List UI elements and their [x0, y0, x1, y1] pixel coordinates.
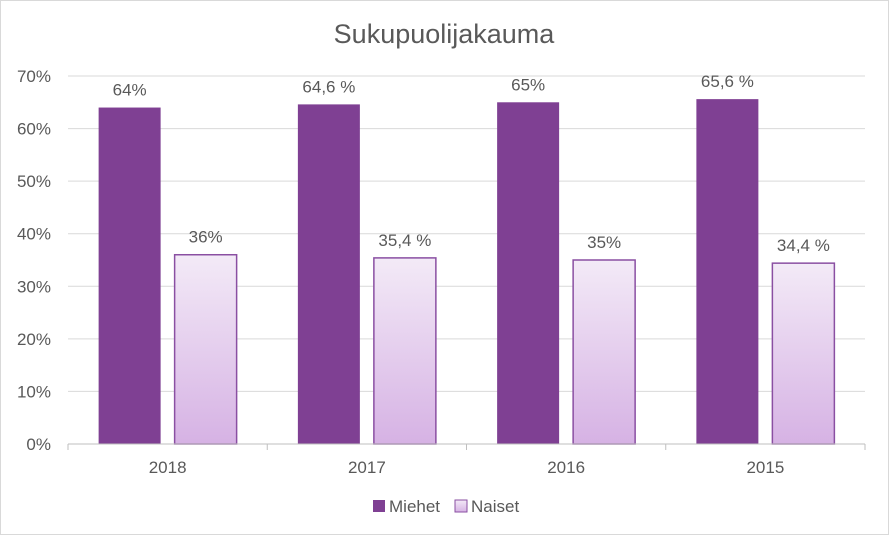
- data-label: 64%: [113, 81, 147, 100]
- data-label: 65,6 %: [701, 72, 754, 91]
- bar-naiset: [373, 257, 437, 445]
- y-tick-label: 10%: [17, 382, 51, 401]
- bar-miehet: [497, 102, 560, 445]
- bar-miehet: [696, 99, 759, 444]
- data-label: 36%: [189, 228, 223, 247]
- data-label: 35,4 %: [378, 231, 431, 250]
- x-tick-label: 2017: [348, 458, 386, 477]
- legend-label-miehet: Miehet: [389, 497, 440, 516]
- y-tick-label: 0%: [26, 435, 51, 454]
- legend-label-naiset: Naiset: [471, 497, 519, 516]
- bar-miehet: [297, 104, 360, 444]
- data-label: 65%: [511, 75, 545, 94]
- legend-swatch-miehet: [373, 500, 385, 512]
- y-tick-label: 30%: [17, 277, 51, 296]
- bar-miehet: [98, 107, 161, 445]
- y-tick-label: 50%: [17, 172, 51, 191]
- legend-swatch-naiset: [454, 499, 468, 513]
- legend: Miehet Naiset: [373, 497, 519, 516]
- bar-naiset: [572, 259, 636, 445]
- data-label: 34,4 %: [777, 236, 830, 255]
- x-tick-label: 2015: [746, 458, 784, 477]
- bar-naiset: [771, 262, 836, 445]
- bar-naiset: [173, 253, 238, 445]
- chart-title: Sukupuolijakauma: [334, 19, 556, 49]
- x-tick-label: 2018: [149, 458, 187, 477]
- data-label: 35%: [587, 233, 621, 252]
- y-tick-label: 40%: [17, 225, 51, 244]
- y-tick-label: 70%: [17, 67, 51, 86]
- y-tick-label: 20%: [17, 330, 51, 349]
- y-tick-label: 60%: [17, 120, 51, 139]
- data-label: 64,6 %: [302, 77, 355, 96]
- x-tick-label: 2016: [547, 458, 585, 477]
